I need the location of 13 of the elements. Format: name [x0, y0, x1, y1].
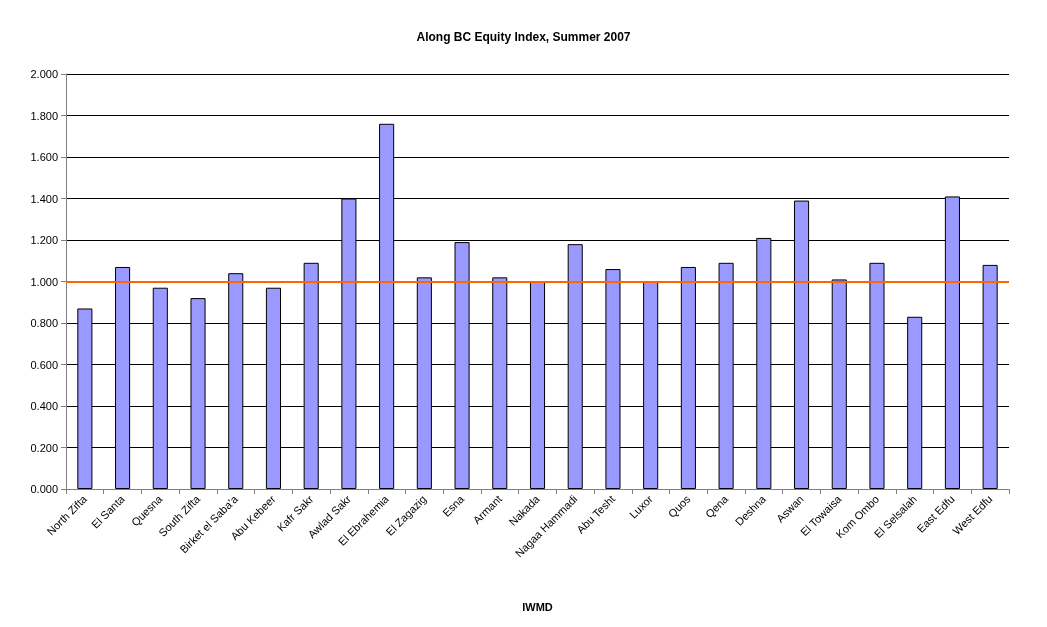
- y-tick-label: 0.800: [30, 317, 58, 329]
- y-tick-label: 1.200: [30, 234, 58, 246]
- y-tick-label: 0.200: [30, 441, 58, 454]
- x-axis-title: IWMD: [522, 600, 553, 613]
- y-tick-label: 1.000: [30, 275, 58, 288]
- y-tick-label: 0.400: [30, 400, 58, 412]
- y-tick-label: 2.000: [30, 68, 58, 80]
- y-tick-label: 0.600: [30, 358, 58, 371]
- chart-title: Along BC Equity Index, Summer 2007: [416, 30, 631, 44]
- y-tick-label: 1.400: [30, 192, 58, 205]
- y-tick-label: 0.000: [30, 483, 58, 495]
- y-tick-label: 1.600: [30, 151, 58, 163]
- y-tick-label: 1.800: [30, 109, 58, 122]
